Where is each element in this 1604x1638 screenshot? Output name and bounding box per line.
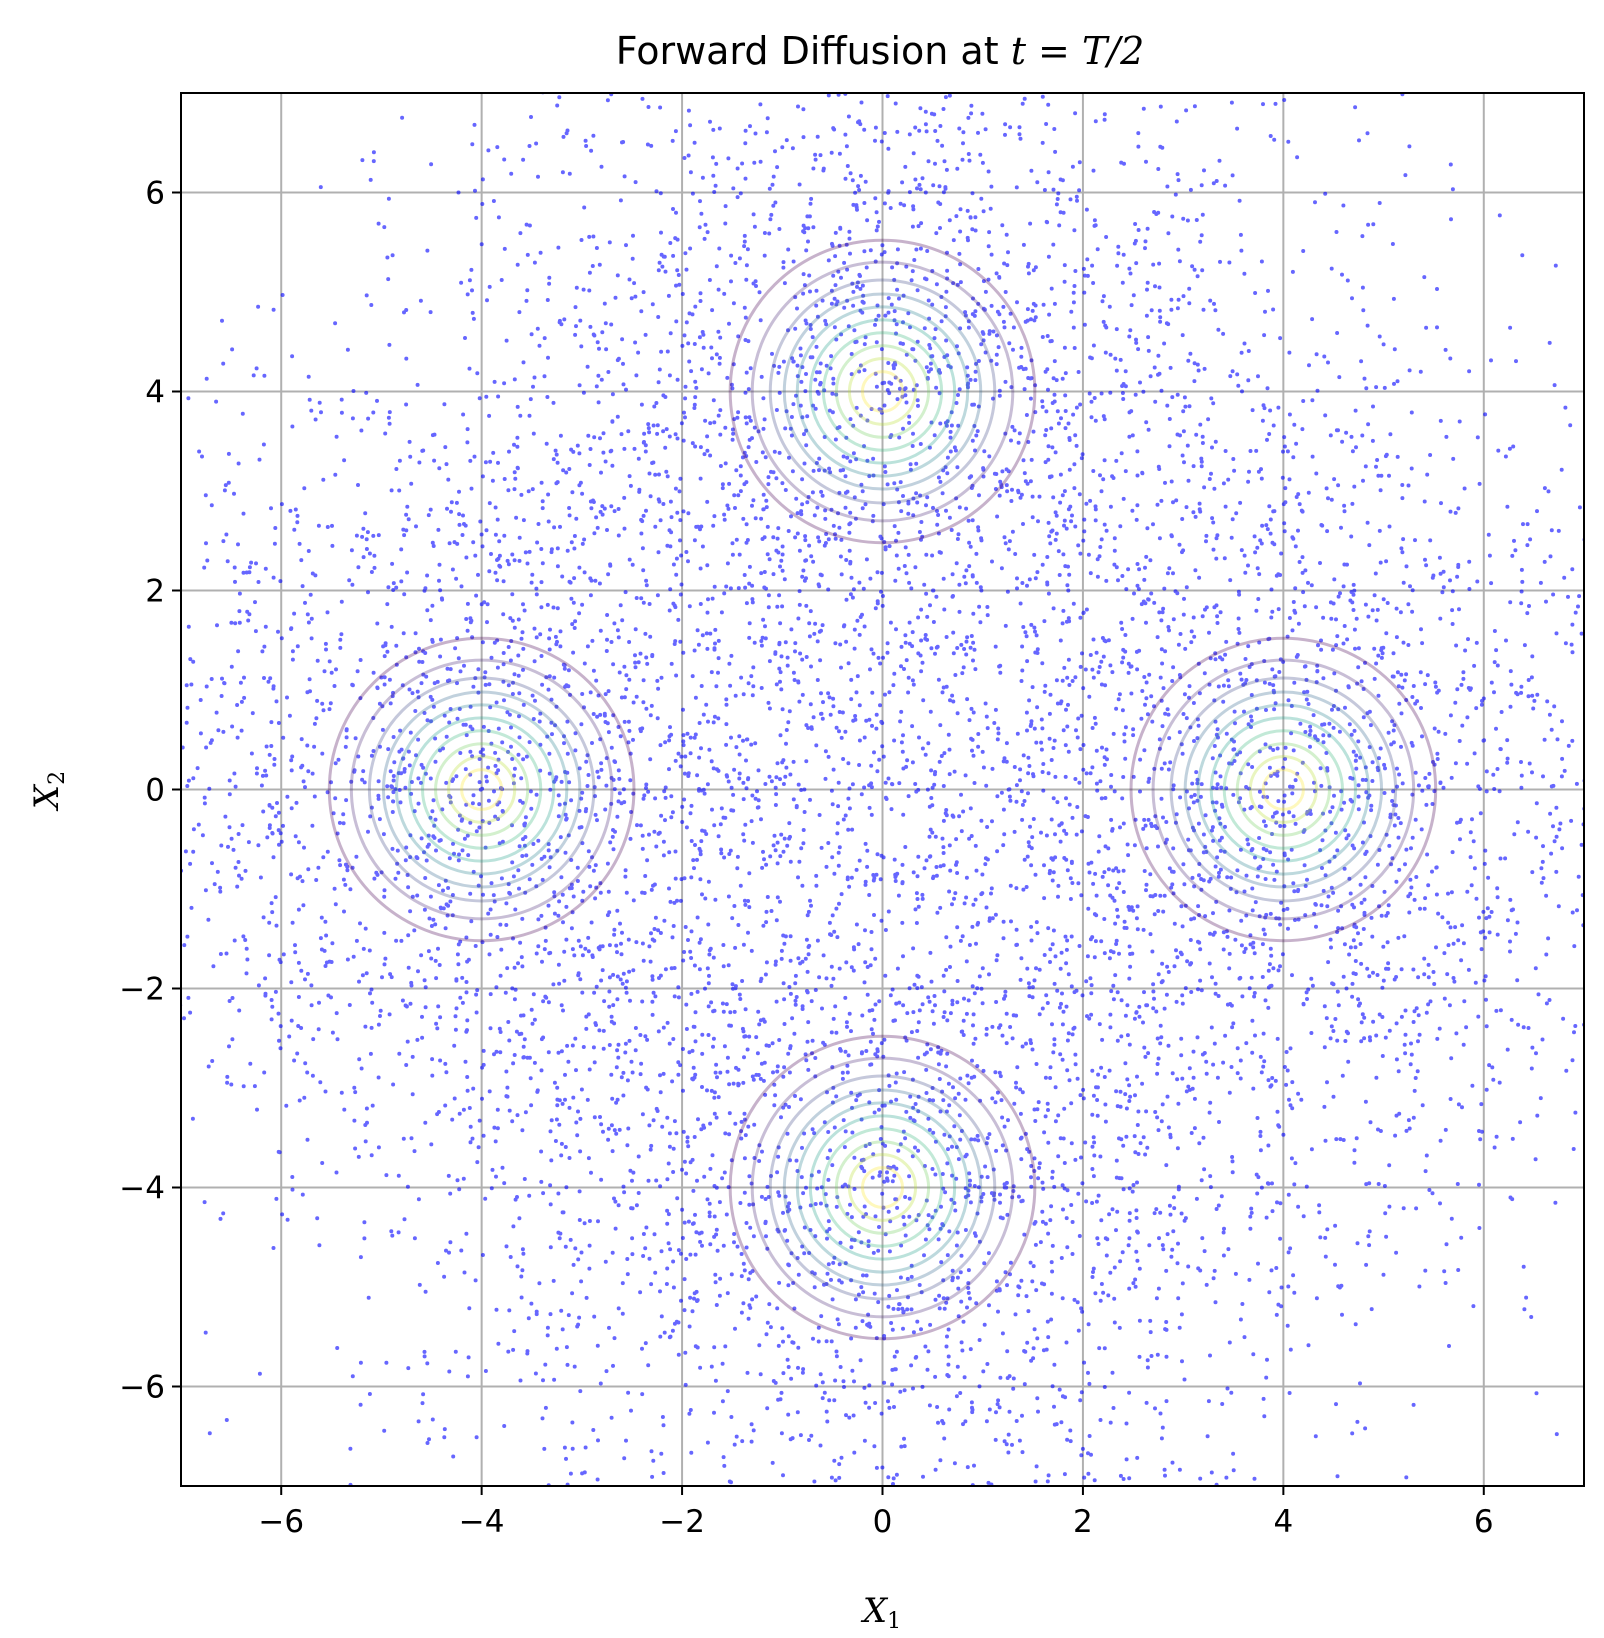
x-axis-ticks: −6 −4 −2 0 2 4 6 <box>258 1486 1494 1540</box>
x-tick-label: 4 <box>1273 1504 1293 1540</box>
contour-ring <box>381 690 582 889</box>
contour-ring <box>750 1056 1015 1319</box>
y-tick-label: 4 <box>145 375 165 411</box>
contour-ring <box>821 331 944 452</box>
contour-ring <box>834 344 931 439</box>
contour-ring <box>1261 768 1305 811</box>
contour-ring <box>768 1074 997 1301</box>
x-axis-label: X1 <box>860 1591 901 1634</box>
contour-ring <box>750 260 1015 523</box>
density-contours <box>327 238 1438 1341</box>
contour-ring <box>394 703 569 876</box>
chart-title-math: t = T/2 <box>1011 29 1145 73</box>
x-tick-label: 6 <box>1474 1504 1494 1540</box>
x-tick-label: 0 <box>873 1504 893 1540</box>
y-tick-label: −4 <box>119 1171 165 1207</box>
contour-ring <box>808 318 957 465</box>
contour-ring <box>795 1101 970 1274</box>
contour-ring <box>795 305 970 478</box>
y-axis-label-base: X <box>27 783 67 812</box>
contour-ring <box>847 1153 918 1222</box>
contour-group <box>728 238 1037 545</box>
contour-ring <box>447 755 517 824</box>
contour-ring <box>768 278 997 505</box>
contour-ring <box>1151 658 1416 921</box>
x-tick-label: 2 <box>1073 1504 1093 1540</box>
contour-ring <box>1209 716 1358 863</box>
contour-ring <box>1248 755 1318 824</box>
contour-ring <box>782 1088 983 1287</box>
x-tick-label: −6 <box>258 1504 304 1540</box>
scatter-points <box>181 93 1584 1486</box>
x-axis-label-sub: 1 <box>887 1609 901 1634</box>
contour-ring <box>860 370 905 413</box>
scatter-point-cloud <box>181 93 1584 1486</box>
contour-ring <box>460 768 504 811</box>
y-axis-ticks: −6 −4 −2 0 2 4 6 <box>119 176 181 1406</box>
contour-ring <box>434 742 530 837</box>
contour-ring <box>367 676 596 903</box>
contour-ring <box>821 1127 944 1248</box>
contour-ring <box>1183 690 1384 889</box>
contour-ring <box>834 1140 931 1235</box>
y-axis-label-sub: 2 <box>45 771 70 785</box>
contour-group <box>1129 636 1438 943</box>
contour-ring <box>728 238 1037 545</box>
contour-ring <box>1169 676 1398 903</box>
contour-ring <box>728 1034 1037 1341</box>
y-tick-label: −6 <box>119 1370 165 1406</box>
y-tick-label: 0 <box>145 773 165 809</box>
contour-ring <box>847 357 918 426</box>
y-tick-label: 6 <box>145 176 165 212</box>
x-tick-label: −4 <box>459 1504 505 1540</box>
contour-ring <box>860 1166 905 1209</box>
contour-ring <box>1196 703 1371 876</box>
y-tick-label: 2 <box>145 574 165 610</box>
contour-ring <box>782 292 983 491</box>
contour-group <box>728 1034 1037 1341</box>
contour-ring <box>349 658 614 921</box>
contour-ring <box>1222 729 1344 850</box>
contour-ring <box>407 716 556 863</box>
contour-ring <box>421 729 543 850</box>
contour-ring <box>1235 742 1331 837</box>
plot-area <box>180 92 1585 1487</box>
contour-ring <box>1129 636 1438 943</box>
contour-ring <box>327 636 636 943</box>
contour-ring <box>808 1114 957 1261</box>
y-tick-label: −2 <box>119 972 165 1008</box>
y-axis-label: X2 <box>27 771 70 812</box>
chart-title-prefix: Forward Diffusion at <box>616 29 1011 73</box>
chart-title: Forward Diffusion at t = T/2 <box>616 29 1145 73</box>
x-tick-label: −2 <box>659 1504 705 1540</box>
x-axis-label-base: X <box>860 1591 889 1631</box>
contour-group <box>327 636 636 943</box>
